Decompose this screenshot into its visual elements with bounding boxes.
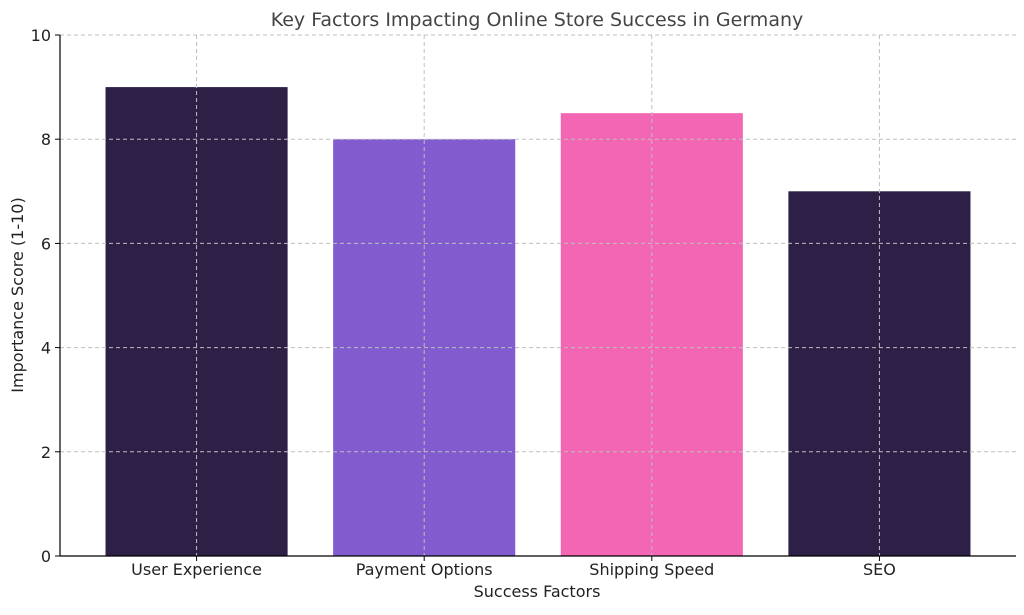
chart-title: Key Factors Impacting Online Store Succe… — [271, 9, 804, 31]
x-tick-label: User Experience — [131, 560, 262, 579]
y-tick-label: 6 — [41, 234, 51, 253]
y-tick-label: 8 — [41, 130, 51, 149]
x-tick-label: Shipping Speed — [589, 560, 714, 579]
y-tick-label: 2 — [41, 443, 51, 462]
x-axis-label: Success Factors — [474, 582, 601, 601]
x-tick-label: SEO — [863, 560, 896, 579]
y-tick-label: 0 — [41, 547, 51, 566]
bars-layer — [105, 87, 971, 557]
axes-layer — [55, 34, 1016, 561]
y-axis-label: Importance Score (1-10) — [8, 197, 27, 392]
bar-shipping-speed — [560, 113, 743, 557]
y-tick-label: 4 — [41, 339, 51, 358]
y-tick-label: 10 — [31, 26, 51, 45]
x-tick-label: Payment Options — [356, 560, 493, 579]
labels-layer: 0 2 4 6 8 10 User Experience Payment Options Shi… — [31, 26, 896, 579]
